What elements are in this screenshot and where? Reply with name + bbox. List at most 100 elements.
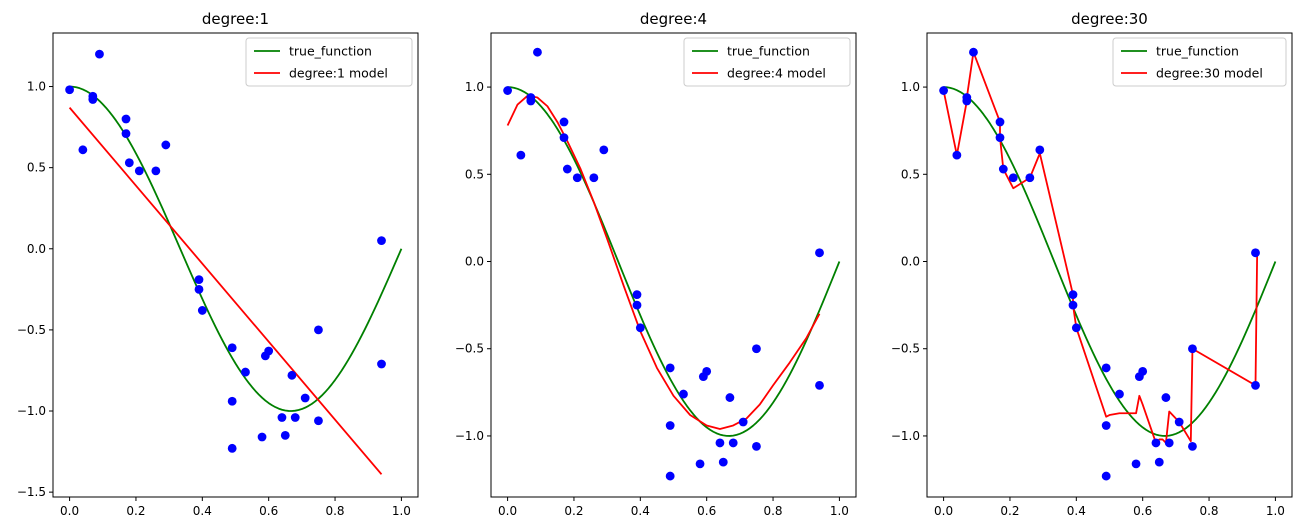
- data-point: [715, 438, 725, 448]
- data-point: [1174, 417, 1184, 427]
- data-point: [257, 432, 267, 442]
- data-point: [1008, 173, 1018, 183]
- data-point: [503, 86, 512, 95]
- data-point: [559, 117, 569, 127]
- data-point: [377, 359, 386, 369]
- data-point: [526, 93, 536, 102]
- data-point: [277, 413, 287, 422]
- data-point: [728, 438, 738, 448]
- y-tick-label: 0.0: [27, 242, 46, 256]
- data-point: [1071, 323, 1081, 333]
- data-point: [290, 413, 300, 422]
- y-tick-label: −0.5: [17, 323, 46, 337]
- data-point: [134, 166, 144, 176]
- data-point: [632, 290, 642, 300]
- data-point: [241, 367, 250, 377]
- data-point: [161, 140, 171, 150]
- true-function-line: [507, 86, 841, 437]
- data-point: [151, 166, 161, 176]
- axes-frame: [926, 32, 1293, 498]
- data-point: [95, 49, 104, 59]
- data-point: [227, 343, 237, 353]
- y-tick-label: −1.0: [17, 404, 46, 418]
- data-point: [1068, 300, 1078, 310]
- x-tick-label: 0.6: [259, 504, 278, 518]
- legend-label: degree:30 model: [1156, 66, 1263, 81]
- data-point: [287, 370, 297, 380]
- data-point: [952, 150, 962, 160]
- model-line: [506, 94, 821, 430]
- data-point: [1164, 438, 1174, 448]
- model-line: [68, 107, 383, 475]
- data-point: [314, 325, 323, 335]
- data-point: [1188, 442, 1197, 451]
- data-point: [314, 416, 323, 426]
- data-point: [121, 114, 131, 124]
- y-tick-label: 0.5: [27, 161, 46, 175]
- data-point: [1154, 457, 1164, 467]
- legend-label: degree:1 model: [289, 66, 388, 81]
- axes-frame: [52, 32, 419, 498]
- data-point: [124, 158, 134, 168]
- data-point: [1035, 145, 1045, 155]
- data-point: [227, 396, 237, 406]
- plot-area: [939, 47, 1277, 481]
- data-point: [752, 442, 761, 451]
- axes-frame: [490, 32, 857, 498]
- data-point: [718, 457, 728, 467]
- x-tick-label: 0.0: [934, 504, 953, 518]
- data-point: [939, 86, 948, 95]
- data-point: [562, 164, 572, 174]
- data-point: [280, 430, 290, 440]
- data-point: [815, 380, 824, 390]
- x-tick-label: 1.0: [1266, 504, 1285, 518]
- legend-label: true_function: [289, 44, 372, 59]
- x-tick-label: 0.2: [564, 504, 583, 518]
- data-point: [559, 133, 569, 143]
- chart-title: degree:30: [1071, 10, 1148, 28]
- y-tick-label: 0.0: [901, 255, 920, 269]
- chart-title: degree:4: [640, 10, 707, 28]
- data-point: [1251, 380, 1260, 390]
- data-point: [121, 129, 131, 138]
- legend: true_function degree:1 model: [245, 37, 413, 87]
- data-point: [377, 236, 386, 246]
- y-tick-label: 0.5: [901, 167, 920, 181]
- data-point: [998, 164, 1008, 174]
- x-tick-label: 0.4: [193, 504, 212, 518]
- x-tick-label: 1.0: [392, 504, 411, 518]
- data-point: [1025, 173, 1035, 183]
- y-tick-label: −1.0: [891, 429, 920, 443]
- x-tick-label: 0.6: [1133, 504, 1152, 518]
- data-point: [962, 93, 972, 102]
- data-point: [65, 85, 74, 95]
- data-point: [695, 459, 705, 469]
- data-point: [264, 346, 274, 356]
- y-tick-label: 1.0: [27, 80, 46, 94]
- data-point: [1101, 471, 1111, 481]
- data-point: [1151, 438, 1161, 448]
- x-tick-label: 0.0: [60, 504, 79, 518]
- x-tick-label: 0.2: [126, 504, 145, 518]
- chart-title: degree:1: [202, 10, 269, 28]
- data-point: [635, 323, 645, 333]
- y-tick-label: 0.0: [465, 255, 484, 269]
- chart-1: 0.0 0.2 0.4 0.6 0.8 1.0 1.0 0.5 0.0 −0.5 −1.0 −1.5 d…: [17, 10, 419, 518]
- data-point: [194, 284, 204, 294]
- data-point: [632, 300, 642, 310]
- chart-3: 0.0 0.2 0.4 0.6 0.8 1.0 1.0 0.5 0.0 −0.5 −1.0 degre…: [891, 10, 1293, 518]
- data-point: [995, 133, 1005, 143]
- data-point: [1251, 248, 1260, 258]
- x-tick-label: 1.0: [830, 504, 849, 518]
- x-tick-label: 0.0: [498, 504, 517, 518]
- data-point: [88, 91, 98, 101]
- y-tick-label: −1.0: [455, 429, 484, 443]
- data-point: [1131, 459, 1141, 469]
- data-point: [752, 344, 761, 354]
- y-tick-label: −0.5: [891, 342, 920, 356]
- legend-box: [245, 37, 413, 87]
- data-point: [1188, 344, 1197, 354]
- data-point: [599, 145, 609, 155]
- plot-area: [65, 49, 403, 475]
- data-point: [227, 443, 237, 453]
